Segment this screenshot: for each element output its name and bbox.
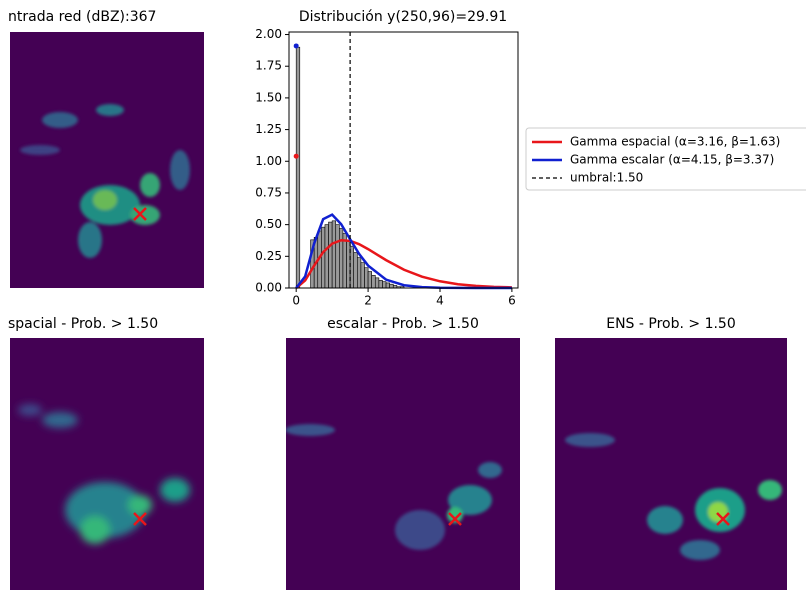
image-panel bbox=[10, 338, 204, 590]
panel-title: ENS - Prob. > 1.50 bbox=[606, 316, 736, 332]
density-line bbox=[295, 238, 512, 289]
y-tick-label: 0.25 bbox=[255, 249, 282, 263]
y-tick-label: 1.00 bbox=[255, 154, 282, 168]
histogram-bar bbox=[295, 46, 301, 289]
histogram-bar bbox=[328, 221, 333, 289]
marker-x bbox=[133, 207, 730, 526]
histogram-bar bbox=[357, 257, 362, 289]
panel-title: ntrada red (dBZ):367 bbox=[8, 9, 156, 25]
histogram-bar bbox=[331, 220, 337, 289]
histogram-bar bbox=[335, 224, 340, 289]
y-tick-label: 2.00 bbox=[255, 27, 282, 41]
histogram-bar bbox=[321, 226, 326, 289]
legend-label: umbral:1.50 bbox=[570, 171, 643, 185]
histogram-bar bbox=[367, 271, 372, 289]
histogram-bar bbox=[324, 224, 329, 289]
histogram-bar bbox=[374, 277, 380, 289]
x-tick-label: 0 bbox=[292, 294, 300, 308]
image-panel bbox=[10, 32, 204, 288]
histogram-bar bbox=[364, 267, 369, 289]
panel-title: escalar - Prob. > 1.50 bbox=[327, 316, 479, 332]
legend-label: Gamma escalar (α=4.15, β=3.37) bbox=[570, 153, 774, 167]
histogram-bar bbox=[385, 282, 390, 289]
y-tick-label: 0.75 bbox=[255, 185, 282, 199]
y-tick-label: 0.50 bbox=[255, 217, 282, 231]
axes-frame bbox=[288, 31, 519, 289]
histogram-bar bbox=[371, 275, 376, 289]
chart-title: Distribución y(250,96)=29.91 bbox=[299, 9, 507, 25]
legend-label: Gamma espacial (α=3.16, β=1.63) bbox=[570, 135, 780, 149]
y-tick-label: 1.50 bbox=[255, 90, 282, 104]
y-tick-label: 1.75 bbox=[255, 59, 282, 73]
image-panel bbox=[555, 338, 787, 590]
zero-point bbox=[293, 153, 299, 159]
histogram-bar bbox=[389, 283, 394, 289]
y-tick-label: 0.00 bbox=[255, 281, 282, 295]
x-tick-label: 4 bbox=[436, 294, 444, 308]
y-tick-label: 1.25 bbox=[255, 122, 282, 136]
histogram-bar bbox=[353, 252, 358, 289]
zero-point bbox=[293, 43, 299, 49]
image-panel bbox=[286, 338, 520, 590]
panel-title: spacial - Prob. > 1.50 bbox=[8, 316, 158, 332]
x-tick-label: 6 bbox=[508, 294, 516, 308]
histogram-bar bbox=[339, 228, 344, 289]
histogram-bar bbox=[382, 281, 387, 289]
x-tick-label: 2 bbox=[364, 294, 372, 308]
legend-box bbox=[525, 127, 806, 191]
histogram-bar bbox=[378, 280, 383, 289]
histogram-bar bbox=[360, 262, 365, 289]
